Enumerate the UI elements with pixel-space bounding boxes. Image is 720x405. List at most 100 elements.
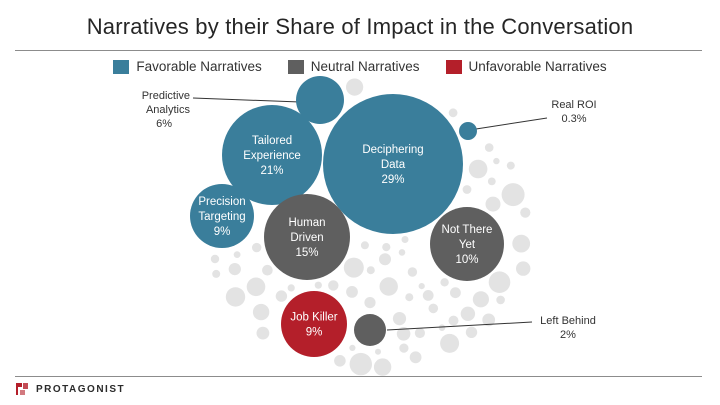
- bubble-circle-unfavorable: [281, 291, 347, 357]
- callout-real-roi: Real ROI 0.3%: [543, 98, 605, 126]
- background-dot: [399, 343, 409, 353]
- background-dot: [346, 286, 358, 298]
- callout-left-behind: Left Behind 2%: [528, 314, 608, 342]
- background-dot: [366, 266, 375, 275]
- background-dot-cloud: [210, 78, 531, 376]
- legend-item-neutral: Neutral Narratives: [287, 59, 420, 74]
- bubble-label: Deciphering: [362, 144, 423, 156]
- background-dot: [225, 287, 246, 307]
- callout-predictive-name: Predictive: [141, 90, 190, 102]
- background-dot: [379, 253, 391, 266]
- background-dot: [346, 78, 364, 96]
- background-dot: [334, 355, 346, 367]
- bubble-label: Job Killer: [290, 312, 337, 324]
- bubble-label: 15%: [295, 247, 318, 259]
- background-dot: [262, 264, 273, 276]
- bubble: Deciphering Data 29%: [323, 94, 463, 234]
- background-dot: [405, 293, 414, 302]
- bubble: [459, 122, 477, 140]
- background-dot: [407, 267, 418, 277]
- background-dot: [484, 143, 494, 152]
- bubble-label: 10%: [455, 254, 478, 266]
- background-dot: [440, 333, 460, 353]
- background-dot: [516, 261, 531, 276]
- background-dot: [396, 327, 411, 341]
- background-dot: [465, 326, 478, 338]
- background-dot: [349, 352, 372, 376]
- bubble: Precision Targeting 9%: [190, 184, 254, 248]
- legend-label-favorable: Favorable Narratives: [136, 59, 262, 74]
- bubble-circle-favorable: [323, 94, 463, 234]
- bubble-label: Experience: [243, 150, 301, 162]
- background-dot: [360, 241, 369, 250]
- background-dot: [482, 313, 496, 327]
- callout-predictive-pct: 6%: [156, 118, 172, 130]
- background-dot: [364, 297, 376, 309]
- background-dot: [488, 271, 511, 294]
- bubble-label: Tailored: [252, 135, 292, 147]
- callout-predictive-analytics: Predictive Analytics 6%: [120, 89, 190, 131]
- bubble-label: Precision: [198, 196, 245, 208]
- chart-title: Narratives by their Share of Impact in t…: [86, 14, 634, 39]
- legend-label-unfavorable: Unfavorable Narratives: [468, 59, 607, 74]
- background-dot: [428, 303, 439, 314]
- background-dot: [422, 290, 434, 301]
- brand-logo: PROTAGONIST: [14, 381, 125, 397]
- background-dot: [501, 183, 525, 207]
- callout-line-predictive-analytics: [192, 97, 301, 103]
- callout-lines: [192, 97, 548, 331]
- background-dot: [252, 242, 262, 253]
- background-dot: [382, 243, 391, 252]
- callout-left-behind-name: Left Behind: [540, 315, 596, 327]
- background-dot: [375, 348, 381, 355]
- bubble-label: Targeting: [198, 211, 245, 223]
- background-dot: [228, 263, 241, 276]
- background-dot: [210, 254, 220, 264]
- background-dot: [448, 108, 458, 118]
- callout-line-left-behind: [386, 321, 533, 331]
- bubble-label: 9%: [214, 226, 231, 238]
- legend: Favorable Narratives Neutral Narratives …: [0, 59, 720, 74]
- legend-swatch-neutral: [287, 59, 304, 74]
- bubble-circle-neutral: [264, 194, 350, 280]
- background-dot: [487, 177, 496, 186]
- background-dot: [462, 185, 472, 194]
- callout-real-roi-name: Real ROI: [551, 99, 597, 111]
- callout-real-roi-pct: 0.3%: [561, 113, 587, 125]
- bubble-label: 9%: [306, 327, 323, 339]
- background-dot: [287, 284, 295, 292]
- bubble: Job Killer 9%: [281, 291, 347, 357]
- background-dot: [506, 161, 515, 170]
- background-dot: [392, 312, 407, 326]
- legend-label-neutral: Neutral Narratives: [310, 59, 420, 74]
- background-dot: [493, 157, 500, 165]
- background-dot: [349, 344, 356, 351]
- background-dot: [275, 290, 288, 302]
- background-dot: [246, 277, 266, 297]
- bubble: Human Driven 15%: [264, 194, 350, 280]
- background-dot: [418, 283, 425, 290]
- background-dot: [512, 234, 531, 253]
- background-dot: [252, 303, 270, 321]
- callout-predictive-name2: Analytics: [145, 104, 190, 116]
- background-dot: [440, 278, 449, 287]
- brand-name: PROTAGONIST: [36, 383, 126, 395]
- background-dot: [520, 207, 531, 218]
- bubble-circle-favorable: [190, 184, 254, 248]
- bubble-label: 21%: [260, 165, 283, 177]
- legend-swatch-favorable: [113, 59, 130, 74]
- background-dot: [460, 306, 476, 321]
- footer-divider: [15, 376, 702, 377]
- bubbles: Deciphering Data 29% Tailored Experience 21% P…: [190, 76, 504, 357]
- bubble-label: Data: [381, 159, 406, 171]
- bubble-circle-favorable: [296, 76, 344, 124]
- background-dot: [450, 287, 461, 299]
- background-dot: [485, 196, 501, 212]
- background-dot: [496, 295, 505, 305]
- bubble: [354, 314, 386, 346]
- bubble-label: Not There: [442, 224, 493, 236]
- background-dot: [448, 315, 459, 326]
- background-dot: [233, 251, 241, 258]
- bubble-circle-neutral: [430, 207, 504, 281]
